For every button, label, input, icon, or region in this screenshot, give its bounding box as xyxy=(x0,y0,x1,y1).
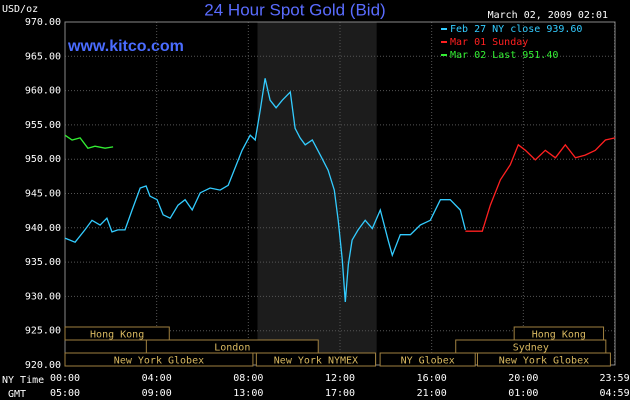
x-tick-label: 16:00 xyxy=(417,373,447,384)
x-tick-label-gmt: 04:59 xyxy=(599,388,629,399)
session-label: Hong Kong xyxy=(90,330,144,341)
series-line xyxy=(64,78,467,302)
y-tick-label: 920.00 xyxy=(25,360,61,371)
session-box xyxy=(255,352,377,367)
y-tick-label: 950.00 xyxy=(25,154,61,165)
y-tick-label: 945.00 xyxy=(25,189,61,200)
session-label: New York Globex xyxy=(499,356,589,367)
legend-label: Mar 02 Last 951.40 xyxy=(450,50,558,61)
y-tick-label: 960.00 xyxy=(25,86,61,97)
site-label: www.kitco.com xyxy=(67,38,184,55)
y-tick-label: 930.00 xyxy=(25,291,61,302)
y-axis-label: USD/oz xyxy=(2,4,38,15)
legend-label: Mar 01 Sunday xyxy=(450,37,528,48)
x-tick-label-gmt: 21:00 xyxy=(417,388,447,399)
session-label: Hong Kong xyxy=(532,330,586,341)
session-box xyxy=(379,352,476,367)
legend-label: Feb 27 NY close 939.60 xyxy=(450,24,582,35)
y-tick-label: 970.00 xyxy=(25,17,61,28)
y-tick-label: 925.00 xyxy=(25,326,61,337)
session-box xyxy=(64,326,170,341)
session-label: NY Globex xyxy=(401,356,455,367)
x-row-label: NY Time xyxy=(2,375,44,386)
x-tick-label: 04:00 xyxy=(142,373,172,384)
x-tick-label: 20:00 xyxy=(508,373,538,384)
series-line xyxy=(64,134,114,149)
x-tick-label-gmt: 05:00 xyxy=(50,388,80,399)
chart-title: 24 Hour Spot Gold (Bid) xyxy=(204,0,385,19)
y-tick-label: 965.00 xyxy=(25,51,61,62)
x-row-label: GMT xyxy=(8,389,26,400)
session-label: New York NYMEX xyxy=(274,356,358,367)
session-box xyxy=(477,352,611,367)
timestamp: March 02, 2009 02:01 xyxy=(488,10,608,21)
x-tick-label-gmt: 09:00 xyxy=(142,388,172,399)
y-tick-label: 940.00 xyxy=(25,223,61,234)
x-tick-label: 23:59 xyxy=(599,373,629,384)
x-tick-label: 00:00 xyxy=(50,373,80,384)
y-tick-label: 935.00 xyxy=(25,257,61,268)
series-line xyxy=(465,137,616,232)
session-box xyxy=(64,352,254,367)
x-tick-label-gmt: 13:00 xyxy=(233,388,263,399)
x-tick-label-gmt: 17:00 xyxy=(325,388,355,399)
x-tick-label: 12:00 xyxy=(325,373,355,384)
session-label: London xyxy=(214,343,250,354)
session-label: Sydney xyxy=(513,343,549,354)
session-label: New York Globex xyxy=(114,356,204,367)
y-tick-label: 955.00 xyxy=(25,120,61,131)
x-tick-label-gmt: 01:00 xyxy=(508,388,538,399)
x-tick-label: 08:00 xyxy=(233,373,263,384)
